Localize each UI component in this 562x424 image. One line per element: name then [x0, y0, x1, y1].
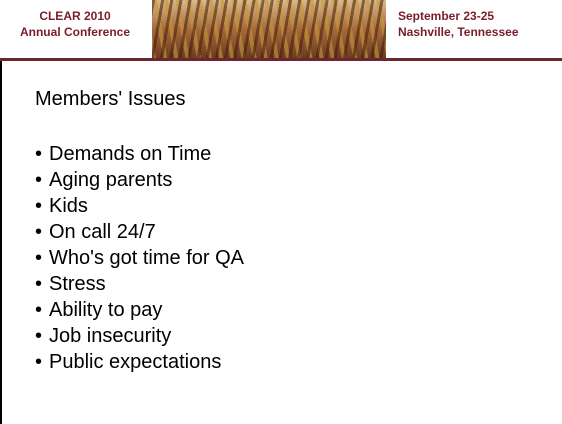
slide-title: Members' Issues — [35, 88, 186, 110]
header-line: Nashville, Tennessee — [398, 25, 519, 39]
bullet-item: On call 24/7 — [35, 219, 244, 245]
bullet-item: Who's got time for QA — [35, 245, 244, 271]
header-line: September 23-25 — [398, 9, 495, 23]
header-line: CLEAR 2010 — [39, 9, 111, 23]
header: CLEAR 2010 Annual Conference September 2… — [0, 0, 562, 58]
bullet-item: Aging parents — [35, 167, 244, 193]
bullet-item: Kids — [35, 193, 244, 219]
left-border — [0, 61, 2, 424]
header-left: CLEAR 2010 Annual Conference — [0, 8, 150, 40]
bullet-item: Public expectations — [35, 349, 244, 375]
bullet-list: Demands on TimeAging parentsKidsOn call … — [35, 141, 244, 375]
bullet-item: Demands on Time — [35, 141, 244, 167]
bullet-item: Job insecurity — [35, 323, 244, 349]
bullet-item: Ability to pay — [35, 297, 244, 323]
header-image — [152, 0, 386, 58]
header-right: September 23-25 Nashville, Tennessee — [398, 8, 519, 40]
bullet-item: Stress — [35, 271, 244, 297]
header-line: Annual Conference — [19, 25, 130, 39]
header-rule — [0, 58, 562, 61]
